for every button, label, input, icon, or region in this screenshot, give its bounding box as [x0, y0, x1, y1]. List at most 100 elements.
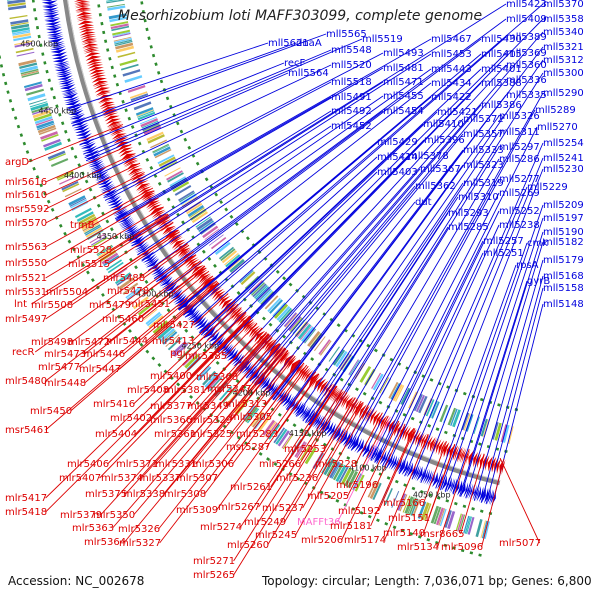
reverse-gene-label: mlr5478 [107, 286, 149, 297]
reverse-gene-arrow [359, 404, 367, 419]
forward-gene-label: mll5422 [431, 92, 472, 103]
forward-gene-arrow [66, 105, 83, 111]
forward-gene-arrow [314, 415, 323, 429]
forward-gene-label: mll5293 [448, 208, 489, 219]
forward-gene-arrow [43, 11, 60, 15]
forward-gene-label: recF [284, 58, 306, 69]
reverse-gene-arrow [75, 7, 91, 11]
leader-line [141, 334, 270, 479]
forward-gene-label: mll5430 [481, 34, 522, 45]
leader-line [440, 242, 528, 491]
leader-line [284, 398, 358, 523]
reverse-gene-arrow [246, 323, 258, 336]
forward-gene-arrow [170, 289, 183, 300]
forward-gene-arrow [159, 275, 172, 286]
forward-gene-arrow [401, 460, 408, 475]
forward-gene-label: mll5414 [377, 152, 418, 163]
forward-gene-arrow [233, 354, 244, 367]
reverse-gene-label: mlr5610 [5, 190, 47, 201]
reverse-gene-arrow [198, 273, 211, 284]
forward-gene-arrow [301, 407, 311, 421]
forward-gene-arrow [158, 274, 171, 285]
forward-gene-arrow [168, 287, 181, 298]
forward-gene-arrow [69, 114, 85, 120]
forward-cog-block [34, 116, 53, 125]
forward-gene-label: mll5520 [331, 60, 372, 71]
forward-gene-arrow [44, 16, 60, 20]
forward-gene-label: mll5277 [499, 174, 540, 185]
reverse-gene-arrow [279, 351, 290, 365]
forward-gene-arrow [221, 343, 233, 356]
forward-gene-arrow [47, 32, 63, 36]
reverse-cog-block [115, 45, 134, 53]
reverse-cog-block [139, 116, 157, 125]
forward-gene-arrow [190, 312, 203, 324]
forward-gene-arrow [61, 90, 78, 95]
forward-cog-block [47, 150, 66, 160]
reverse-gene-label: mlr5364 [84, 537, 126, 548]
reverse-cog-block [379, 377, 389, 394]
reverse-gene-label: lnt [14, 299, 27, 310]
leader-line [347, 109, 536, 449]
reverse-gene-arrow [485, 455, 490, 471]
leader-line [337, 416, 391, 523]
reverse-gene-arrow [264, 339, 275, 352]
reverse-gene-arrow [266, 341, 278, 354]
forward-gene-arrow [79, 138, 94, 145]
forward-gene-arrow [45, 21, 61, 26]
reverse-cog-block [129, 91, 148, 99]
forward-cog-block [267, 423, 281, 440]
forward-gene-arrow [452, 478, 457, 494]
forward-gene-arrow [50, 46, 66, 50]
leader-line [147, 68, 432, 271]
reverse-cog-block [283, 312, 297, 328]
leader-line [146, 280, 218, 342]
forward-cog-block [438, 508, 446, 526]
reverse-cog-block [164, 167, 181, 177]
forward-gene-arrow [96, 175, 111, 183]
forward-gene-arrow [397, 458, 405, 474]
forward-gene-arrow [282, 393, 292, 407]
reverse-gene-arrow [433, 438, 440, 454]
reverse-gene-label: mlr5413 [152, 336, 194, 347]
forward-gene-arrow [144, 255, 158, 265]
forward-gene-arrow [260, 377, 271, 390]
forward-gene-arrow [95, 174, 110, 182]
reverse-gene-arrow [418, 432, 425, 448]
reverse-gene-arrow [81, 41, 98, 45]
reverse-cog-block [107, 5, 126, 11]
forward-gene-arrow [67, 108, 83, 114]
forward-cog-block [242, 404, 256, 421]
forward-gene-arrow [340, 430, 348, 445]
forward-cog-block [430, 505, 440, 524]
reverse-cog-block [288, 315, 302, 331]
forward-gene-label: gyrB [527, 276, 550, 287]
forward-gene-label: mll5340 [543, 27, 584, 38]
forward-cog-block [332, 463, 344, 481]
reverse-gene-arrow [156, 217, 171, 227]
forward-gene-arrow [85, 152, 100, 160]
forward-gene-arrow [74, 127, 90, 133]
leader-line [142, 267, 207, 320]
leader-line [384, 433, 429, 541]
leader-line [93, 64, 332, 178]
reverse-gene-label: mlr5417 [5, 493, 47, 504]
reverse-gene-arrow [213, 290, 226, 302]
leader-line [72, 33, 327, 127]
forward-gene-label: mll5389 [506, 32, 547, 43]
reverse-gene-arrow [181, 252, 195, 262]
forward-cog-block [24, 81, 42, 89]
leader-line [230, 354, 294, 435]
leader-line [452, 217, 544, 495]
forward-gene-label: mll5357 [463, 129, 504, 140]
forward-gene-label: mll5158 [543, 283, 584, 294]
forward-gene-arrow [488, 489, 493, 505]
leader-line [460, 231, 544, 497]
forward-gene-arrow [44, 18, 61, 23]
reverse-gene-arrow [477, 453, 482, 469]
reverse-gene-label: msr5347 [207, 384, 252, 395]
reverse-gene-label: mlr5497 [5, 314, 47, 325]
forward-gene-arrow [73, 122, 89, 129]
reverse-gene-label: mlr5166 [383, 498, 425, 509]
kbp-tick-label: 4100 kbp [349, 463, 387, 472]
